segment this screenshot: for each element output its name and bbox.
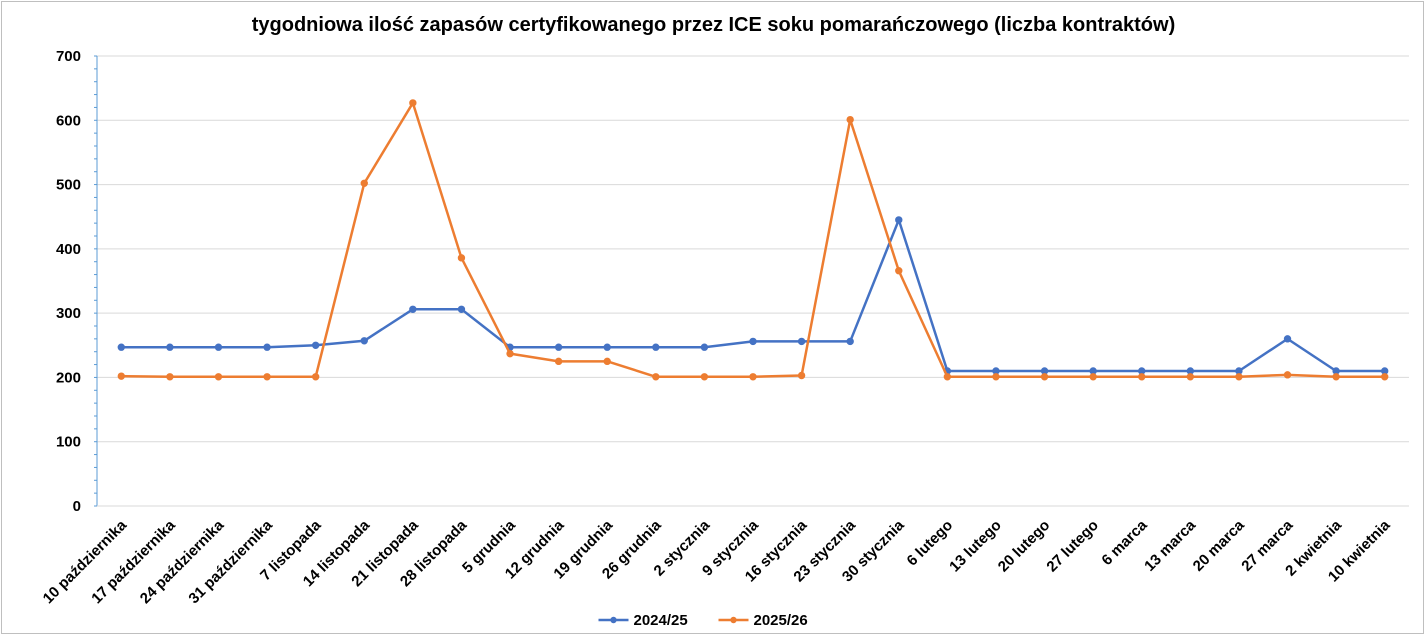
y-tick-label: 300 xyxy=(56,305,81,322)
series-line-1 xyxy=(121,218,1385,373)
series-2-point xyxy=(846,115,854,124)
series-2-point xyxy=(360,179,368,187)
series-1-point xyxy=(214,343,223,351)
series-1-point xyxy=(409,305,417,313)
series-1-point xyxy=(360,337,368,345)
legend-label-2: 2025/26 xyxy=(754,612,808,629)
series-1-point xyxy=(457,305,466,313)
series-2-point xyxy=(554,357,563,366)
y-tick-label: 600 xyxy=(56,112,81,129)
series-2-point xyxy=(895,267,903,275)
x-tick-label: 20 marca xyxy=(1190,516,1248,574)
y-tick-label: 100 xyxy=(56,434,81,451)
legend-label-1: 2024/25 xyxy=(634,612,688,629)
series-2-point xyxy=(1138,373,1146,381)
series-1-point xyxy=(895,216,903,224)
x-tick-label: 24 października xyxy=(137,516,228,607)
series-2-point xyxy=(749,373,757,381)
x-tick-label: 10 października xyxy=(40,516,131,607)
series-2-point xyxy=(797,371,806,380)
series-2-point xyxy=(1332,373,1340,381)
legend-marker-1 xyxy=(610,616,617,624)
series-1-point xyxy=(749,337,757,346)
series-2-point xyxy=(214,373,223,381)
series-2-point xyxy=(1186,373,1195,381)
series-1-point xyxy=(166,343,174,351)
series-2-point xyxy=(117,372,125,380)
x-tick-label: 13 marca xyxy=(1141,516,1199,574)
y-tick-label: 0 xyxy=(73,498,81,515)
series-2-point xyxy=(700,373,709,381)
series-2-point xyxy=(1283,371,1292,379)
y-tick-label: 200 xyxy=(56,369,81,386)
x-tick-label: 27 lutego xyxy=(1043,517,1102,576)
y-tick-label: 400 xyxy=(56,241,81,258)
series-2-point xyxy=(409,99,417,107)
series-2-point xyxy=(943,373,952,381)
series-2-point xyxy=(992,373,1000,381)
series-2-point xyxy=(166,373,174,381)
series-2-point xyxy=(652,373,660,381)
series-2-point xyxy=(1040,373,1049,381)
series-2-point xyxy=(457,254,466,262)
series-1-point xyxy=(846,337,854,346)
series-2-point xyxy=(263,373,271,381)
x-tick-label: 13 lutego xyxy=(946,517,1005,576)
series-1-point xyxy=(311,341,320,349)
y-tick-label: 700 xyxy=(56,48,81,65)
series-2-point xyxy=(1381,373,1389,381)
legend-marker-2 xyxy=(730,616,737,624)
series-1-point xyxy=(797,337,806,346)
series-2-point xyxy=(1089,373,1097,381)
series-1-point xyxy=(1283,335,1292,343)
chart-title: tygodniowa ilość zapasów certyfikowanego… xyxy=(251,14,1176,36)
series-1-point xyxy=(652,343,660,351)
series-2-point xyxy=(311,373,320,381)
series-1-point xyxy=(117,343,125,351)
series-line-2 xyxy=(121,101,1385,379)
series-2-point xyxy=(506,349,514,358)
series-2-point xyxy=(1235,373,1243,381)
x-tick-label: 20 lutego xyxy=(995,517,1054,576)
series-1-point xyxy=(603,343,611,351)
x-tick-label: 17 października xyxy=(88,516,179,607)
series-1-point xyxy=(263,343,271,351)
series-2-point xyxy=(603,357,611,366)
x-tick-label: 31 października xyxy=(185,516,276,607)
series-1-point xyxy=(700,343,709,351)
series-1-point xyxy=(554,343,563,351)
y-tick-label: 500 xyxy=(56,177,81,194)
